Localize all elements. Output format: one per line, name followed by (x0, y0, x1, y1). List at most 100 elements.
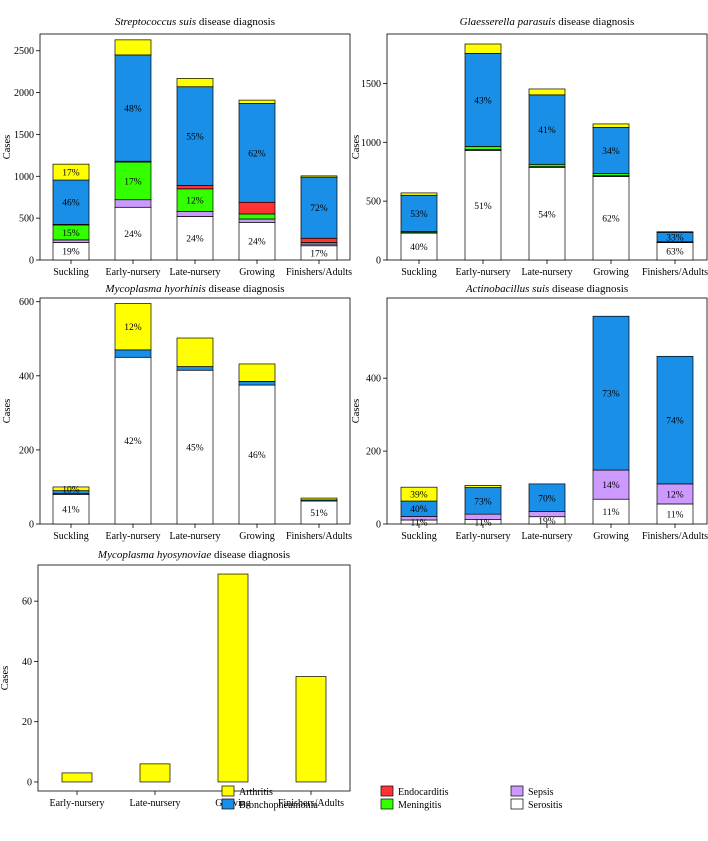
legend-swatch-bronchopneumonia (221, 798, 235, 810)
data-label: 48% (124, 105, 142, 115)
data-label: 19% (538, 517, 556, 527)
data-label: 11% (666, 510, 683, 520)
chart-panel-2: Glaesserella parasuis disease diagnosis 0… (351, 16, 708, 278)
chart-title-italic: Glaesserella parasuis (460, 16, 556, 28)
y-tick-label: 200 (19, 445, 34, 456)
data-label: 41% (62, 506, 80, 516)
chart-panel-4: Actinobacillus suis disease diagnosis 0 20… (351, 283, 708, 542)
data-label: 73% (602, 390, 620, 400)
legend-label-endocarditis: Endocarditis (398, 787, 449, 798)
bar-segment-serositis (528, 167, 566, 261)
bar-segment-arthritis (238, 363, 276, 382)
data-label: 24% (248, 238, 266, 248)
bar-segment-serositis (176, 216, 214, 261)
x-tick-label: Finishers/Adults (642, 531, 708, 542)
data-label: 40% (410, 505, 428, 515)
x-tick-label: Growing (239, 531, 275, 542)
data-label: 46% (248, 451, 266, 461)
legend-label-sepsis: Sepsis (528, 787, 554, 798)
bar-segment-bronchopneumonia (176, 86, 214, 186)
legend-swatch-meningitis (380, 798, 394, 810)
chart-title-rest: disease diagnosis (556, 16, 635, 28)
chart-title: Mycoplasma hyosynoviae disease diagnosis (97, 549, 290, 561)
bar-segment-arthritis (114, 303, 152, 351)
bar-segment-serositis (238, 384, 276, 525)
y-tick-label: 400 (19, 371, 34, 382)
data-label: 17% (62, 169, 80, 179)
bar-segment-arthritis (217, 573, 249, 783)
data-label: 45% (186, 444, 204, 454)
data-label: 33% (666, 234, 684, 244)
x-tick-label: Late-nursery (521, 267, 572, 278)
bar-segment-arthritis (139, 763, 171, 783)
y-tick-label: 0 (29, 520, 34, 531)
chart-title: Streptococcus suis disease diagnosis (115, 16, 275, 28)
x-tick-label: Finishers/Adults (286, 267, 352, 278)
data-label: 70% (538, 494, 556, 504)
bar-segment-arthritis (295, 676, 327, 783)
y-axis-label: Cases (2, 135, 13, 160)
x-tick-label: Finishers/Adults (286, 531, 352, 542)
y-tick-label: 1000 (361, 138, 381, 149)
legend: Arthritis Endocarditis Sepsis Bronchopneumo… (221, 785, 563, 811)
y-tick-label: 500 (366, 197, 381, 208)
bar-segment-sepsis (592, 469, 630, 500)
data-label: 51% (474, 202, 492, 212)
data-label: 10% (62, 485, 80, 495)
chart-title-rest: disease diagnosis (196, 16, 275, 28)
data-label: 17% (310, 249, 328, 259)
bar-segment-bronchopneumonia (114, 349, 152, 358)
legend-swatch-arthritis (221, 785, 235, 797)
legend-label-meningitis: Meningitis (398, 800, 441, 811)
bar-segment-endocarditis (238, 201, 276, 215)
x-tick-label: Early-nursery (456, 267, 511, 278)
y-tick-label: 0 (29, 256, 34, 267)
y-axis-label: Cases (0, 666, 11, 691)
x-tick-label: Suckling (53, 531, 89, 542)
legend-swatch-sepsis (510, 785, 524, 797)
y-tick-label: 600 (19, 297, 34, 308)
y-tick-label: 60 (22, 597, 32, 608)
x-tick-label: Early-nursery (50, 798, 105, 809)
legend-label-serositis: Serositis (528, 800, 563, 811)
chart-title-italic: Streptococcus suis (115, 16, 196, 28)
y-tick-label: 1500 (14, 130, 34, 141)
bar-segment-sepsis (114, 199, 152, 208)
y-axis-label: Cases (351, 135, 362, 160)
x-tick-label: Suckling (401, 531, 437, 542)
data-label: 41% (538, 126, 556, 136)
bar-segment-arthritis (656, 231, 694, 233)
y-tick-label: 2500 (14, 46, 34, 57)
x-tick-label: Suckling (53, 267, 89, 278)
bar-segment-arthritis (176, 78, 214, 88)
bar-segment-arthritis (464, 43, 502, 54)
bar-segment-meningitis (238, 213, 276, 220)
y-axis-label: Cases (2, 399, 13, 424)
data-label: 11% (474, 518, 491, 528)
data-label: 11% (410, 518, 427, 528)
bar-segment-arthritis (400, 486, 438, 502)
chart-panel-1: Streptococcus suis disease diagnosis 0 500… (2, 16, 352, 278)
bar-segment-arthritis (464, 485, 502, 488)
data-label: 34% (602, 147, 620, 157)
bar-segment-serositis (592, 176, 630, 261)
bar-segment-arthritis (400, 192, 438, 196)
legend-swatch-serositis (510, 798, 524, 810)
bar-segment-arthritis (176, 337, 214, 367)
bar-segment-bronchopneumonia (176, 366, 214, 371)
data-label: 74% (666, 417, 684, 427)
bar-segment-arthritis (300, 175, 338, 178)
data-label: 42% (124, 437, 142, 447)
bar-segment-arthritis (238, 99, 276, 104)
data-label: 14% (602, 481, 620, 491)
y-tick-label: 500 (19, 214, 34, 225)
bar-segment-bronchopneumonia (464, 53, 502, 147)
y-tick-label: 0 (376, 256, 381, 267)
data-label: 12% (666, 490, 684, 500)
y-tick-label: 0 (376, 520, 381, 531)
data-label: 43% (474, 96, 492, 106)
bar-segment-arthritis (300, 497, 338, 501)
bar-segment-serositis (464, 150, 502, 261)
data-label: 40% (410, 243, 428, 253)
